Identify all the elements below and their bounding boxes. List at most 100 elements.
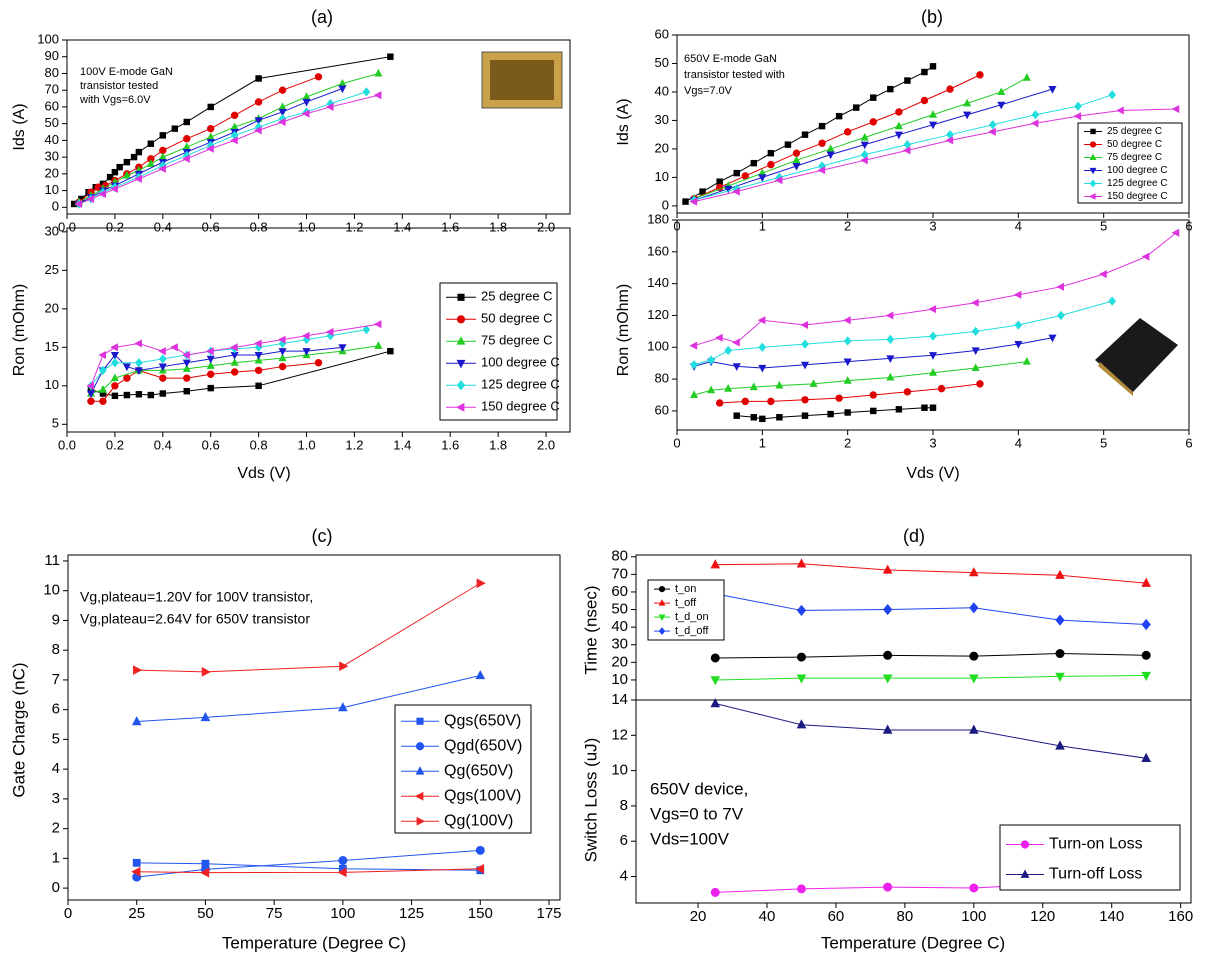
x-tick-label: 100: [961, 908, 986, 925]
data-point: [968, 567, 979, 577]
y-tick-label: 40: [655, 83, 669, 98]
x-tick-label: 75: [266, 905, 283, 922]
data-point: [158, 164, 166, 173]
data-point: [110, 373, 119, 382]
data-point: [870, 94, 877, 101]
legend-box: [1077, 122, 1183, 204]
legend-marker: [416, 816, 426, 826]
legend-box: [439, 282, 558, 421]
data-point: [325, 327, 334, 336]
data-point: [74, 199, 83, 208]
data-point: [715, 333, 723, 342]
y-tick-label: 14: [611, 691, 628, 708]
panel-label: (d): [903, 526, 925, 546]
data-point: [86, 194, 95, 203]
data-point: [757, 316, 766, 325]
data-point: [374, 68, 383, 77]
data-point: [921, 404, 928, 411]
data-point: [733, 169, 740, 177]
series-line: [78, 72, 379, 203]
x-tick-label: 3: [929, 218, 936, 233]
y-tick-label: 70: [45, 82, 59, 97]
data-point: [337, 867, 347, 878]
y-tick-label: 50: [45, 115, 59, 130]
data-point: [475, 669, 486, 680]
data-point: [199, 867, 210, 878]
y-tick-label: 10: [45, 182, 59, 197]
plot-frame: [66, 227, 571, 433]
data-point: [1030, 119, 1039, 128]
data-point: [206, 144, 214, 153]
legend-marker: [658, 614, 666, 622]
y-axis-label: Switch Loss (uJ): [581, 738, 600, 863]
data-point: [860, 132, 869, 141]
data-point: [159, 390, 167, 397]
data-point: [98, 189, 106, 198]
data-point: [758, 174, 767, 182]
legend-label: Turn-on Loss: [1049, 836, 1143, 853]
data-point: [997, 87, 1006, 96]
data-point: [254, 351, 263, 360]
data-point: [968, 724, 979, 734]
legend-marker: [1090, 128, 1096, 135]
y-tick-label: 30: [45, 223, 59, 238]
data-point: [338, 344, 347, 352]
series-line: [715, 703, 1147, 759]
series-line: [715, 563, 1147, 584]
x-tick-label: 40: [759, 908, 776, 925]
y-tick-label: 10: [611, 762, 628, 779]
data-point: [339, 661, 349, 672]
data-point: [792, 149, 801, 157]
data-point: [886, 355, 895, 364]
data-point: [707, 355, 715, 365]
series-line: [715, 675, 1147, 681]
legend-label: 25 degree C: [1107, 126, 1162, 137]
data-point: [302, 98, 311, 107]
data-point: [988, 127, 996, 136]
x-tick-label: 160: [1168, 908, 1193, 925]
data-point: [869, 118, 877, 126]
x-axis-label: Vds (V): [906, 465, 959, 482]
y-axis-label: Gate Charge (nC): [9, 662, 28, 797]
data-point: [1056, 282, 1065, 291]
data-point: [1014, 320, 1023, 330]
annotation: Vds=100V: [650, 829, 730, 848]
legend-marker: [416, 717, 424, 725]
y-tick-label: 90: [45, 48, 59, 63]
data-point: [843, 336, 852, 346]
data-point: [206, 361, 215, 369]
data-point: [278, 362, 287, 371]
data-point: [682, 198, 689, 205]
data-point: [182, 154, 190, 163]
data-point: [1141, 671, 1152, 682]
y-tick-label: 60: [655, 26, 669, 41]
y-tick-label: 140: [647, 275, 669, 290]
y-tick-label: 0: [662, 197, 669, 212]
chip-pad: [1098, 362, 1133, 396]
data-point: [230, 343, 238, 352]
data-point: [387, 347, 394, 355]
series-line: [136, 674, 481, 723]
data-point: [98, 350, 106, 360]
data-point: [796, 884, 806, 894]
data-point: [1171, 105, 1180, 114]
data-point: [314, 359, 323, 367]
series-line: [693, 108, 1177, 203]
data-point: [158, 363, 167, 372]
data-point: [134, 367, 143, 376]
y-tick-label: 10: [45, 377, 59, 392]
data-point: [116, 163, 123, 171]
data-point: [1055, 672, 1065, 682]
series-line: [136, 868, 481, 874]
data-point: [860, 141, 869, 150]
data-point: [110, 351, 119, 360]
data-point: [800, 320, 809, 330]
y-tick-label: 10: [43, 582, 60, 599]
legend-label: t_on: [675, 583, 696, 595]
data-point: [98, 385, 107, 393]
data-point: [278, 86, 287, 94]
data-point: [254, 117, 263, 125]
data-point: [314, 73, 323, 81]
legend-marker: [1089, 167, 1097, 175]
data-point: [1099, 270, 1107, 279]
